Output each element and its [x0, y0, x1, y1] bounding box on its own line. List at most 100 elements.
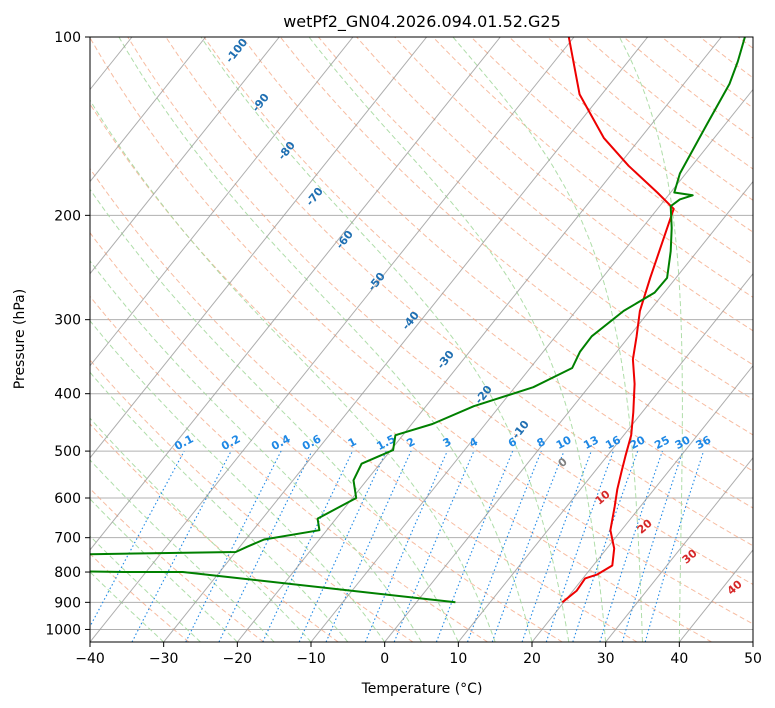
mixing-ratio-line: [545, 450, 614, 642]
y-tick-label: 500: [54, 444, 81, 460]
isoline-labels: -100-90-80-70-60-50-40-30-20-100.1 0.2 0.4…: [172, 36, 745, 598]
isotherm: [310, 88, 753, 642]
x-tick-label: 0: [380, 651, 389, 667]
isotherm: [90, 37, 428, 459]
dry-adiabat: [90, 231, 563, 642]
isotherm-label: -100: [223, 36, 251, 66]
y-tick-label: 900: [54, 595, 81, 611]
dry-adiabat: [90, 487, 264, 642]
mixing-ratio-label: 0.2: [219, 432, 242, 453]
dry-adiabat: [737, 37, 753, 49]
dry-adiabat: [356, 37, 753, 366]
dry-adiabat: [90, 37, 753, 625]
dry-adiabat-label: 10: [593, 487, 613, 507]
plot-frame: [89, 36, 754, 643]
isotherm-label: -60: [333, 228, 356, 252]
x-axis: −40 −30 −20 −10 0 10 20 30 40 50: [75, 642, 762, 667]
isotherm: [90, 37, 354, 367]
isotherm-label: -70: [303, 185, 326, 209]
dry-adiabat: [90, 167, 638, 642]
y-tick-label: 600: [54, 491, 81, 507]
isotherm: [90, 37, 280, 275]
moist-adiabat: [118, 37, 533, 642]
isotherm: [752, 641, 753, 642]
mixing-ratio-label: 13: [581, 433, 601, 452]
dry-adiabat: [699, 37, 753, 79]
isotherm: [90, 37, 501, 551]
mixing-ratio-label: 36: [694, 433, 714, 452]
x-tick-label: 30: [597, 651, 615, 667]
isotherm-label: -40: [399, 309, 422, 333]
dry-adiabat: [508, 37, 753, 233]
moist-adiabat: [90, 535, 201, 642]
y-tick-label: 200: [54, 208, 81, 224]
moist-adiabat: [90, 371, 349, 642]
mixing-ratio-line: [621, 450, 684, 642]
dewpoint-profile: [90, 37, 746, 604]
isotherm-label: -30: [434, 348, 457, 372]
isotherm: [236, 37, 722, 642]
mixing-ratio-label: 20: [628, 433, 648, 452]
mixing-ratio-line: [521, 450, 592, 642]
series-layer: [90, 37, 746, 604]
dry-adiabat: [279, 37, 753, 436]
mixing-ratio-label: 4: [467, 435, 480, 450]
mixing-ratio-line: [298, 450, 387, 642]
moist-adiabat: [90, 498, 238, 642]
x-tick-label: −20: [223, 651, 253, 667]
mixing-ratio-label: 1: [346, 435, 359, 450]
isotherm: [90, 37, 207, 183]
y-tick-label: 300: [54, 313, 81, 329]
mixing-ratio-label: 30: [673, 433, 693, 452]
moist-adiabat: [90, 459, 275, 642]
y-tick-label: 800: [54, 565, 81, 581]
isotherm: [0, 37, 58, 642]
dry-adiabat-label: 30: [680, 546, 700, 566]
dry-adiabat: [90, 295, 488, 642]
dry-adiabat: [470, 37, 753, 266]
temperature-profile: [561, 37, 675, 604]
mixing-ratio-label: 10: [554, 433, 574, 452]
moist-adiabat: [308, 37, 607, 642]
mixing-ratio-label: 16: [603, 433, 623, 452]
moist-adiabat: [452, 37, 643, 642]
moist-adiabat: [200, 37, 570, 642]
dry-adiabat: [318, 37, 753, 401]
mixing-ratio-line: [90, 450, 185, 628]
mixing-ratio-label: 25: [652, 433, 672, 452]
y-tick-label: 700: [54, 531, 81, 547]
x-tick-label: −30: [149, 651, 179, 667]
y-tick-label: 1000: [45, 622, 81, 638]
mixing-ratio-line: [491, 450, 565, 642]
mixing-ratio-line: [599, 450, 663, 642]
x-tick-label: −40: [75, 651, 105, 667]
mixing-ratio-line: [218, 450, 313, 642]
y-axis: 100 200 300 400 500 600 700 800 900 1000: [45, 30, 90, 638]
dry-adiabat: [90, 553, 190, 642]
chart-title: wetPf2_GN04.2026.094.01.52.G25: [283, 12, 561, 32]
background-lines: [0, 37, 753, 642]
x-tick-label: 10: [449, 651, 467, 667]
mixing-ratio-line: [435, 450, 514, 642]
y-tick-label: 100: [54, 30, 81, 46]
y-axis-label: Pressure (hPa): [12, 289, 28, 389]
x-tick-label: 20: [523, 651, 541, 667]
moist-adiabat: [90, 260, 422, 642]
mixing-ratio-line: [262, 450, 353, 642]
x-tick-label: −10: [296, 651, 326, 667]
y-tick-label: 400: [54, 387, 81, 403]
mixing-ratio-label: 2: [404, 435, 417, 450]
isotherm-label: -90: [249, 91, 272, 115]
isotherm: [163, 37, 649, 642]
dry-adiabat: [203, 37, 753, 509]
moist-adiabat: [618, 37, 683, 642]
dry-adiabat: [90, 423, 339, 642]
mixing-ratio-label: 0.4: [269, 432, 293, 453]
isotherm: [384, 180, 753, 642]
mixing-ratio-line: [325, 450, 412, 642]
dry-adiabat: [432, 37, 753, 298]
mixing-ratio-line: [185, 450, 282, 642]
dry-adiabat: [165, 37, 753, 547]
mixing-ratio-label: 8: [535, 435, 548, 450]
dry-adiabat: [547, 37, 753, 201]
